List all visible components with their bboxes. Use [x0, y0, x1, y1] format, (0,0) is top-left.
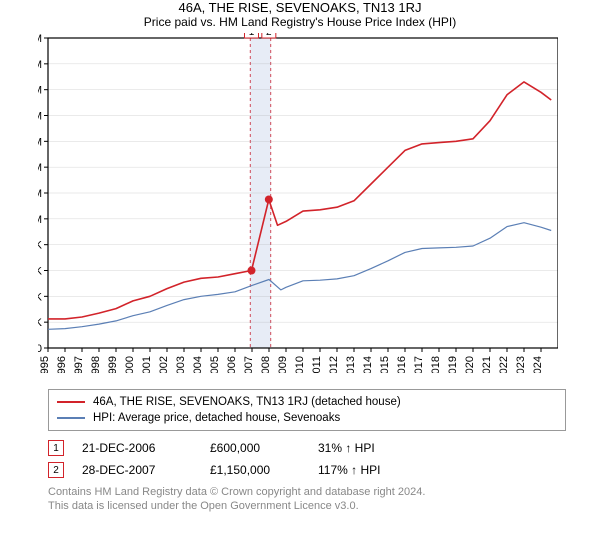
sale-badge-2: 2: [266, 33, 272, 38]
sale-pct: 31% ↑ HPI: [318, 441, 418, 455]
svg-text:2008: 2008: [260, 356, 272, 373]
svg-text:2005: 2005: [209, 356, 221, 373]
svg-text:2010: 2010: [294, 356, 306, 373]
legend-box: 46A, THE RISE, SEVENOAKS, TN13 1RJ (deta…: [48, 389, 566, 431]
legend-label: HPI: Average price, detached house, Seve…: [93, 412, 340, 424]
svg-text:1998: 1998: [90, 356, 102, 373]
sale-date: 21-DEC-2006: [82, 441, 192, 455]
svg-text:2024: 2024: [532, 356, 544, 373]
sale-date: 28-DEC-2007: [82, 463, 192, 477]
line-chart: £0 £200K £400K £600K £800K £1M £1.2M £1.4M £1.6M…: [38, 33, 558, 373]
sale-row: 2 28-DEC-2007 £1,150,000 117% ↑ HPI: [48, 459, 548, 481]
svg-text:£0: £0: [38, 343, 42, 355]
svg-text:2017: 2017: [413, 356, 425, 373]
svg-text:£600K: £600K: [38, 266, 43, 278]
chart-subtitle: Price paid vs. HM Land Registry's House …: [0, 15, 600, 29]
legend-swatch: [57, 401, 85, 403]
svg-text:£1M: £1M: [38, 214, 42, 226]
svg-text:2006: 2006: [226, 356, 238, 373]
credit-line-1: Contains HM Land Registry data © Crown c…: [48, 486, 425, 498]
svg-text:£2.4M: £2.4M: [38, 33, 42, 45]
svg-text:2016: 2016: [396, 356, 408, 373]
svg-text:1997: 1997: [73, 356, 85, 373]
sale-price: £600,000: [210, 441, 300, 455]
credit-line-2: This data is licensed under the Open Gov…: [48, 500, 359, 512]
svg-text:£2.2M: £2.2M: [38, 59, 42, 71]
svg-text:£1.2M: £1.2M: [38, 188, 42, 200]
svg-text:2002: 2002: [158, 356, 170, 373]
svg-text:2011: 2011: [311, 356, 323, 373]
sale-pct: 117% ↑ HPI: [318, 463, 418, 477]
svg-text:£2M: £2M: [38, 85, 42, 97]
sales-table: 1 21-DEC-2006 £600,000 31% ↑ HPI 2 28-DEC-200…: [48, 437, 548, 481]
svg-text:2001: 2001: [141, 356, 153, 373]
svg-text:2015: 2015: [379, 356, 391, 373]
svg-text:2019: 2019: [447, 356, 459, 373]
svg-text:£800K: £800K: [38, 240, 43, 252]
svg-text:£1.6M: £1.6M: [38, 136, 42, 148]
sale-row: 1 21-DEC-2006 £600,000 31% ↑ HPI: [48, 437, 548, 459]
svg-text:2009: 2009: [277, 356, 289, 373]
svg-text:1999: 1999: [107, 356, 119, 373]
svg-text:1995: 1995: [39, 356, 51, 373]
svg-text:2007: 2007: [243, 356, 255, 373]
svg-text:2004: 2004: [192, 356, 204, 373]
sale-row-badge: 2: [48, 462, 64, 478]
svg-text:£1.8M: £1.8M: [38, 111, 42, 123]
svg-text:2003: 2003: [175, 356, 187, 373]
sale-price: £1,150,000: [210, 463, 300, 477]
legend-item: HPI: Average price, detached house, Seve…: [57, 410, 557, 426]
svg-text:2014: 2014: [362, 356, 374, 373]
legend-label: 46A, THE RISE, SEVENOAKS, TN13 1RJ (deta…: [93, 396, 401, 408]
legend-item: 46A, THE RISE, SEVENOAKS, TN13 1RJ (deta…: [57, 394, 557, 410]
svg-text:2000: 2000: [124, 356, 136, 373]
svg-text:£1.4M: £1.4M: [38, 162, 42, 174]
svg-text:2013: 2013: [345, 356, 357, 373]
chart-area: £0 £200K £400K £600K £800K £1M £1.2M £1.4M £1.6M…: [38, 33, 598, 383]
svg-text:2020: 2020: [464, 356, 476, 373]
sale-row-badge: 1: [48, 440, 64, 456]
svg-text:1996: 1996: [56, 356, 68, 373]
svg-text:2018: 2018: [430, 356, 442, 373]
svg-text:2021: 2021: [481, 356, 493, 373]
credit-text: Contains HM Land Registry data © Crown c…: [48, 485, 548, 514]
svg-text:2012: 2012: [328, 356, 340, 373]
svg-text:2023: 2023: [515, 356, 527, 373]
chart-title: 46A, THE RISE, SEVENOAKS, TN13 1RJ: [0, 0, 600, 15]
svg-text:£400K: £400K: [38, 291, 43, 303]
svg-text:2022: 2022: [498, 356, 510, 373]
sale-badge-1: 1: [249, 33, 255, 38]
legend-swatch: [57, 417, 85, 419]
svg-text:£200K: £200K: [38, 317, 43, 329]
